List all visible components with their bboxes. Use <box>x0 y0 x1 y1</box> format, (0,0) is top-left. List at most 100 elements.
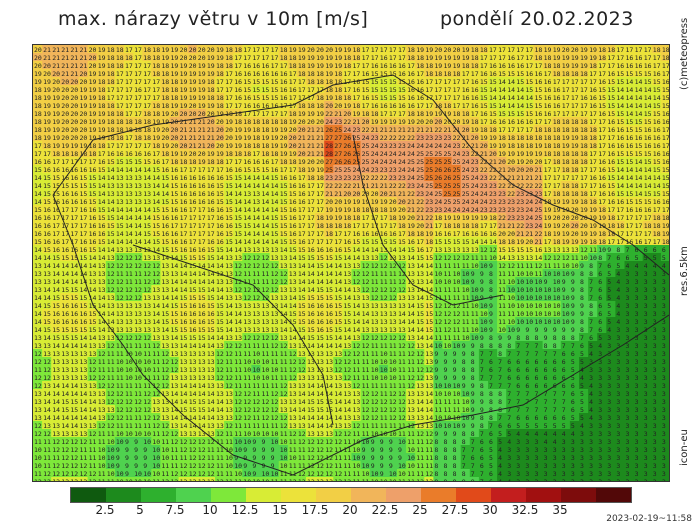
svg-text:15: 15 <box>416 302 424 310</box>
svg-text:18: 18 <box>453 222 461 230</box>
svg-text:14: 14 <box>353 302 361 310</box>
svg-text:17: 17 <box>416 238 424 246</box>
svg-text:18: 18 <box>216 102 224 110</box>
svg-text:16: 16 <box>216 214 224 222</box>
svg-text:20: 20 <box>52 86 60 94</box>
svg-text:17: 17 <box>234 62 242 70</box>
svg-text:19: 19 <box>434 110 442 118</box>
svg-text:18: 18 <box>571 166 579 174</box>
svg-text:20: 20 <box>453 118 461 126</box>
svg-text:15: 15 <box>635 150 643 158</box>
svg-text:17: 17 <box>353 94 361 102</box>
svg-text:8: 8 <box>589 270 593 278</box>
svg-text:12: 12 <box>234 286 242 294</box>
svg-text:18: 18 <box>525 134 533 142</box>
svg-text:21: 21 <box>207 126 215 134</box>
svg-text:12: 12 <box>462 254 470 262</box>
svg-text:15: 15 <box>252 86 260 94</box>
svg-text:11: 11 <box>498 302 506 310</box>
svg-text:19: 19 <box>80 102 88 110</box>
svg-text:18: 18 <box>116 110 124 118</box>
svg-text:18: 18 <box>407 46 415 54</box>
wind-gust-field: 20 21 21 21 21 21 20 19 18 18 17 17 18 18 19 19 20 20 20 20… <box>33 45 669 481</box>
svg-text:18: 18 <box>580 70 588 78</box>
svg-text:17: 17 <box>61 238 69 246</box>
svg-text:8: 8 <box>580 286 584 294</box>
svg-text:12: 12 <box>353 278 361 286</box>
svg-text:17: 17 <box>198 166 206 174</box>
svg-text:14: 14 <box>243 206 251 214</box>
svg-text:19: 19 <box>207 54 215 62</box>
svg-text:15: 15 <box>89 326 97 334</box>
svg-text:19: 19 <box>571 134 579 142</box>
svg-text:19: 19 <box>516 150 524 158</box>
svg-text:25: 25 <box>353 158 361 166</box>
svg-text:15: 15 <box>198 326 206 334</box>
svg-text:19: 19 <box>371 198 379 206</box>
svg-text:18: 18 <box>571 118 579 126</box>
svg-text:16: 16 <box>598 166 606 174</box>
svg-text:12: 12 <box>480 246 488 254</box>
svg-text:11: 11 <box>462 294 470 302</box>
svg-text:17: 17 <box>307 198 315 206</box>
svg-text:17: 17 <box>189 222 197 230</box>
svg-text:16: 16 <box>289 174 297 182</box>
svg-text:15: 15 <box>89 174 97 182</box>
svg-text:20: 20 <box>489 150 497 158</box>
svg-text:16: 16 <box>462 94 470 102</box>
svg-text:14: 14 <box>98 254 106 262</box>
svg-text:20: 20 <box>70 126 78 134</box>
svg-text:16: 16 <box>252 102 260 110</box>
svg-text:15: 15 <box>389 86 397 94</box>
svg-text:19: 19 <box>289 150 297 158</box>
svg-text:17: 17 <box>662 134 669 142</box>
svg-text:18: 18 <box>407 110 415 118</box>
svg-text:19: 19 <box>462 54 470 62</box>
svg-text:21: 21 <box>507 174 515 182</box>
svg-text:17: 17 <box>171 222 179 230</box>
svg-text:17: 17 <box>70 214 78 222</box>
svg-text:18: 18 <box>280 46 288 54</box>
svg-text:12: 12 <box>234 270 242 278</box>
svg-text:18: 18 <box>143 126 151 134</box>
svg-text:14: 14 <box>207 286 215 294</box>
svg-text:11: 11 <box>516 262 524 270</box>
svg-text:15: 15 <box>207 246 215 254</box>
svg-text:15: 15 <box>380 86 388 94</box>
svg-text:14: 14 <box>298 262 306 270</box>
svg-text:16: 16 <box>535 70 543 78</box>
svg-text:17: 17 <box>289 166 297 174</box>
svg-text:18: 18 <box>316 70 324 78</box>
svg-text:25: 25 <box>462 190 470 198</box>
svg-text:16: 16 <box>43 166 51 174</box>
svg-text:21: 21 <box>362 182 370 190</box>
svg-text:16: 16 <box>61 198 69 206</box>
svg-text:14: 14 <box>298 270 306 278</box>
svg-text:16: 16 <box>353 86 361 94</box>
svg-text:19: 19 <box>425 110 433 118</box>
svg-text:14: 14 <box>252 222 260 230</box>
svg-text:10: 10 <box>480 310 488 318</box>
svg-text:14: 14 <box>289 254 297 262</box>
svg-text:18: 18 <box>234 118 242 126</box>
svg-text:19: 19 <box>562 134 570 142</box>
svg-text:9: 9 <box>571 310 575 318</box>
svg-text:12: 12 <box>562 254 570 262</box>
svg-text:16: 16 <box>262 158 270 166</box>
svg-text:15: 15 <box>107 222 115 230</box>
svg-text:16: 16 <box>189 302 197 310</box>
svg-text:21: 21 <box>298 142 306 150</box>
svg-text:20: 20 <box>61 102 69 110</box>
svg-text:15: 15 <box>171 302 179 310</box>
svg-text:19: 19 <box>80 142 88 150</box>
svg-text:16: 16 <box>380 230 388 238</box>
svg-text:16: 16 <box>43 214 51 222</box>
svg-text:16: 16 <box>407 238 415 246</box>
svg-text:10: 10 <box>462 270 470 278</box>
svg-text:24: 24 <box>398 158 406 166</box>
svg-text:24: 24 <box>471 206 479 214</box>
svg-text:14: 14 <box>43 254 51 262</box>
svg-text:15: 15 <box>325 294 333 302</box>
svg-text:17: 17 <box>61 158 69 166</box>
svg-text:17: 17 <box>598 70 606 78</box>
